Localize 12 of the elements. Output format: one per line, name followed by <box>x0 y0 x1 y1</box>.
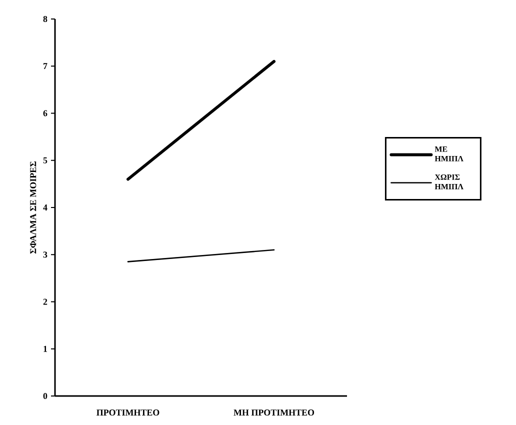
y-tick-label: 8 <box>43 16 48 22</box>
y-tick-label: 3 <box>43 252 48 258</box>
x-tick-label: ΜΗ ΠΡΟΤΙΜΗΤΕΟ <box>234 410 314 416</box>
y-tick-label: 7 <box>44 63 48 70</box>
y-tick-label: 6 <box>43 110 48 116</box>
y-tick-label: 4 <box>43 204 48 210</box>
x-tick-label: ΠΡΟΤΙΜΗΤΕΟ <box>96 410 160 416</box>
y-tick-label: 2 <box>43 298 48 305</box>
y-tick-label: 0 <box>43 392 48 400</box>
y-axis-title: ΣΦΑΛΜΑ ΣΕ ΜΟΙΡΕΣ <box>30 161 36 254</box>
y-tick-label: 1 <box>44 346 48 352</box>
y-tick-label: 5 <box>43 157 48 164</box>
